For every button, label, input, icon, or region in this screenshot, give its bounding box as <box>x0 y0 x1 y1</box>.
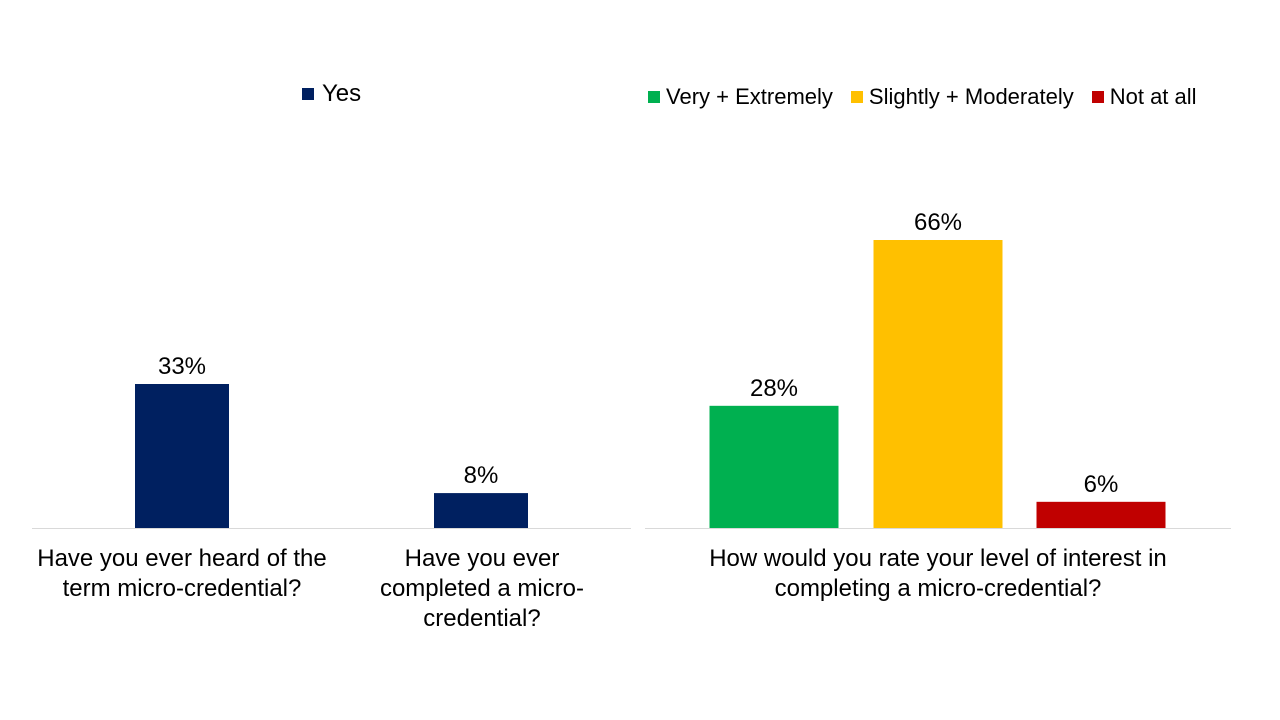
legend-swatch-very-extremely <box>648 91 660 103</box>
bar-not-at-all <box>1036 501 1166 528</box>
bar-yes-2 <box>434 493 528 528</box>
bar-yes-1 <box>135 384 229 528</box>
category-label-heard-of-term: Have you ever heard of the term micro-cr… <box>37 545 327 602</box>
bar-very-extremely <box>709 405 839 528</box>
category-label-interest-level: How would you rate your level of interes… <box>709 545 1167 602</box>
legend-label-slightly-moderately: Slightly + Moderately <box>868 84 1074 109</box>
category-label-completed: Have you ever completed a micro-credenti… <box>379 545 585 632</box>
legend-item-very-extremely: Very + Extremely <box>648 84 833 110</box>
data-label-yes-1: 33% <box>158 353 206 380</box>
bar-slightly-moderately <box>873 240 1003 528</box>
legend-item-yes: Yes <box>302 80 361 108</box>
legend-label-very-extremely: Very + Extremely <box>666 84 833 109</box>
legend-swatch-not-at-all <box>1091 91 1104 103</box>
legend-item-slightly-moderately: Slightly + Moderately <box>850 84 1074 110</box>
legend-swatch-yes <box>302 88 314 100</box>
data-label-very-extremely: 28% <box>750 375 798 402</box>
data-label-yes-2: 8% <box>464 462 499 489</box>
legend-label-not-at-all: Not at all <box>1109 84 1197 109</box>
legend-label-yes: Yes <box>322 80 362 107</box>
legend-left: Yes <box>302 80 361 108</box>
legend-swatch-slightly-moderately <box>850 91 863 103</box>
legend-right: Very + Extremely Slightly + Moderately N… <box>648 84 1197 110</box>
legend-item-not-at-all: Not at all <box>1091 84 1197 110</box>
data-label-not-at-all: 6% <box>1084 471 1119 498</box>
data-label-slightly-moderately: 66% <box>914 209 962 236</box>
